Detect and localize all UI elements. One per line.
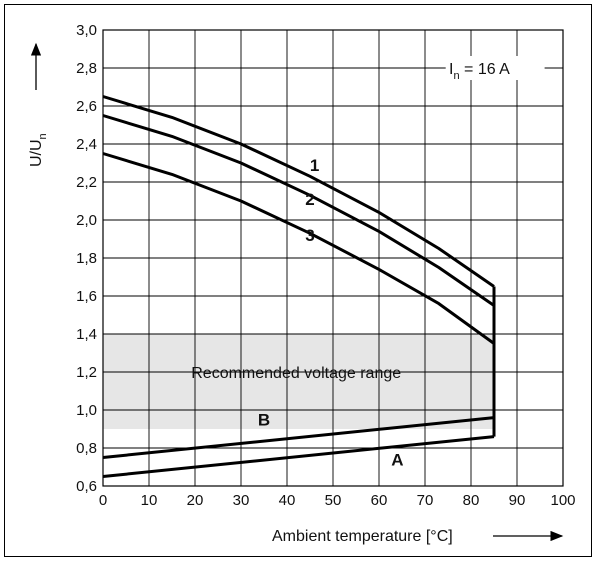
curve-a-line <box>102 435 495 478</box>
y-tick-label: 1,4 <box>76 326 97 343</box>
curve-label-1: 1 <box>310 156 319 175</box>
x-tick-label: 70 <box>417 492 434 509</box>
curve-labels: 1 2 3 B A <box>258 156 404 470</box>
x-tick-label: 10 <box>141 492 158 509</box>
y-tick-label: 1,8 <box>76 250 97 267</box>
series-lines <box>102 95 496 478</box>
chart-frame <box>4 4 592 557</box>
x-tick-label: 20 <box>187 492 204 509</box>
x-tick-label: 80 <box>463 492 480 509</box>
curve-b-line <box>102 416 495 459</box>
y-tick-label: 0,8 <box>76 440 97 457</box>
x-tick-label: 90 <box>509 492 526 509</box>
curve-2-line <box>102 114 495 307</box>
annotation-symbol: I <box>449 61 453 78</box>
y-tick-label: 1,6 <box>76 288 97 305</box>
y-tick-label: 0,6 <box>76 478 97 495</box>
x-tick-label: 60 <box>371 492 388 509</box>
annotation-subscript: n <box>453 70 459 82</box>
y-axis-label: U/Un <box>28 133 49 167</box>
y-tick-label: 2,6 <box>76 98 97 115</box>
curve-label-2: 2 <box>305 190 314 209</box>
plot-area <box>102 29 564 487</box>
curve-3-line <box>102 152 495 345</box>
recommended-range-band <box>103 334 494 429</box>
y-axis-label-subscript: n <box>37 133 49 139</box>
y-tick-label: 3,0 <box>76 22 97 39</box>
x-axis-label: Ambient temperature [°C] <box>272 528 453 545</box>
x-tick-label: 100 <box>550 492 575 509</box>
y-tick-label: 2,4 <box>76 136 97 153</box>
y-tick-label: 2,0 <box>76 212 97 229</box>
rated-current-annotation: In = 16 A <box>449 61 510 82</box>
curve-label-b: B <box>258 411 270 430</box>
y-axis-label-main: U/U <box>28 139 45 167</box>
x-tick-label: 50 <box>325 492 342 509</box>
y-tick-label: 2,2 <box>76 174 97 191</box>
y-tick-label: 1,2 <box>76 364 97 381</box>
y-tick-label: 2,8 <box>76 60 97 77</box>
x-tick-label: 30 <box>233 492 250 509</box>
curve-label-a: A <box>391 450 403 469</box>
curve-label-3: 3 <box>305 226 314 245</box>
tick-labels: 0 10 20 30 40 50 60 70 80 90 100 0,6 0,8 1,0 1,2 1,4 1,6… <box>76 22 575 509</box>
curve-1-line <box>102 95 495 288</box>
annotation-background <box>445 56 545 80</box>
x-tick-label: 40 <box>279 492 296 509</box>
x-tick-label: 0 <box>99 492 107 509</box>
y-tick-label: 1,0 <box>76 402 97 419</box>
band-label: Recommended voltage range <box>191 365 401 382</box>
annotation-value: = 16 A <box>460 61 511 78</box>
